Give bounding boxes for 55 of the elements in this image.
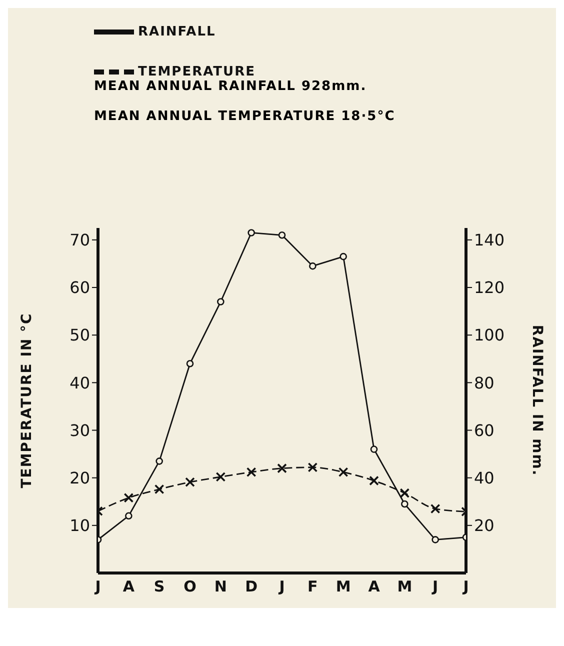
x-tick-label: N xyxy=(214,578,227,596)
point xyxy=(216,472,226,482)
point xyxy=(277,463,287,474)
y2-tick-label: 20 xyxy=(474,516,494,536)
x-tick-label: J xyxy=(462,578,469,596)
text: MEAN ANNUAL TEMPERATURE 18·5°C xyxy=(94,108,396,126)
point xyxy=(340,252,347,260)
y2-tick-label: 100 xyxy=(474,326,505,345)
y2-tick-label: 80 xyxy=(474,373,494,392)
point xyxy=(370,446,378,453)
x-tick-label: J xyxy=(278,578,285,596)
point xyxy=(309,262,316,270)
y-tick-label: 50 xyxy=(70,326,90,345)
point xyxy=(400,488,410,498)
legend-label: TEMPERATURE xyxy=(138,64,256,80)
point xyxy=(185,477,195,488)
x-tick-label: J xyxy=(432,578,438,596)
y2-axis-title: RAINFALL IN mm. xyxy=(529,324,546,476)
y-tick-label: 10 xyxy=(70,516,90,536)
point xyxy=(308,462,318,472)
y-tick-label: 70 xyxy=(70,230,90,250)
point xyxy=(369,476,379,486)
x-tick-label: S xyxy=(154,578,165,596)
x-tick-label: M xyxy=(336,578,351,596)
point xyxy=(154,484,164,494)
point xyxy=(156,458,163,465)
legend-label: RAINFALL xyxy=(138,24,216,40)
x-tick-label: A xyxy=(122,578,135,596)
point xyxy=(401,500,408,508)
point xyxy=(217,298,224,306)
point xyxy=(246,467,256,478)
point xyxy=(124,492,134,503)
y-tick-label: 30 xyxy=(70,420,90,440)
x-tick-label: A xyxy=(368,578,380,596)
y-tick-label: 20 xyxy=(70,468,90,488)
y2-tick-label: 120 xyxy=(474,278,505,298)
y2-tick-label: 40 xyxy=(474,468,494,488)
point xyxy=(125,512,132,520)
y-axis-title: TEMPERATURE IN °C xyxy=(18,312,35,488)
y-tick-label: 60 xyxy=(70,278,90,298)
point xyxy=(430,504,440,514)
y-tick-label: 40 xyxy=(70,373,90,392)
x-tick-label: F xyxy=(308,578,318,596)
text: MEAN ANNUAL RAINFALL 928mm. xyxy=(94,78,367,96)
point xyxy=(338,467,348,478)
x-tick-label: D xyxy=(245,578,258,596)
y2-tick-label: 140 xyxy=(474,230,505,250)
x-tick-label: J xyxy=(94,578,101,596)
point xyxy=(432,536,439,544)
x-tick-label: M xyxy=(397,578,412,596)
point xyxy=(278,231,286,239)
point xyxy=(186,360,194,368)
y2-tick-label: 60 xyxy=(474,420,494,440)
point xyxy=(248,229,255,236)
x-tick-label: O xyxy=(184,578,196,596)
